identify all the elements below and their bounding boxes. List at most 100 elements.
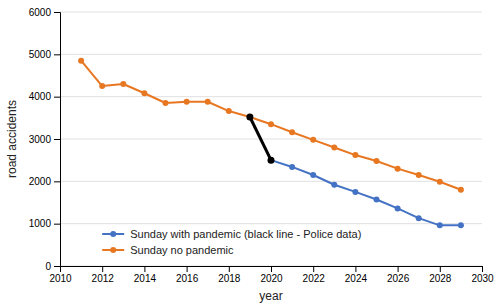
x-tick-label: 2024 <box>345 273 368 284</box>
x-tick-label: 2018 <box>218 273 241 284</box>
x-tick-mark <box>482 266 483 272</box>
point <box>205 99 211 105</box>
point <box>289 129 295 135</box>
line <box>271 160 461 225</box>
point <box>268 157 274 163</box>
y-tick: 3000 <box>29 134 60 145</box>
grid-line <box>60 139 482 140</box>
series <box>78 58 464 193</box>
y-tick: 5000 <box>29 49 60 60</box>
x-tick: 2018 <box>218 266 241 284</box>
x-tick-mark <box>187 266 188 272</box>
grid-line <box>60 54 482 55</box>
legend-marker <box>110 247 116 253</box>
point <box>184 99 190 105</box>
legend-label: Sunday with pandemic (black line - Polic… <box>130 228 361 240</box>
x-tick-label: 2010 <box>49 273 72 284</box>
x-tick: 2028 <box>429 266 452 284</box>
y-tick-mark <box>54 54 60 55</box>
y-tick-label: 0 <box>45 261 51 272</box>
legend-item: Sunday with pandemic (black line - Polic… <box>102 228 361 240</box>
point <box>331 144 337 150</box>
point <box>141 90 147 96</box>
point <box>331 182 337 188</box>
y-tick-label: 2000 <box>29 176 52 187</box>
plot-area <box>78 58 464 229</box>
point <box>458 187 464 193</box>
point <box>437 222 443 228</box>
x-tick-mark <box>440 266 441 272</box>
legend: Sunday with pandemic (black line - Polic… <box>102 228 361 256</box>
y-axis: 0 1000 2000 3000 4000 5000 6000 <box>29 7 61 272</box>
x-tick-mark <box>102 266 103 272</box>
grid-line <box>60 12 482 13</box>
point <box>289 164 295 170</box>
y-tick: 0 <box>45 261 60 272</box>
x-tick: 2010 <box>49 266 72 284</box>
x-tick-label: 2030 <box>471 273 494 284</box>
point <box>247 114 253 120</box>
x-tick-label: 2026 <box>387 273 410 284</box>
point <box>310 172 316 178</box>
x-tick-mark <box>355 266 356 272</box>
x-tick: 2012 <box>92 266 115 284</box>
chart: 2010 2012 2014 2016 2018 2020 2022 2024 2026 2028… <box>0 0 500 308</box>
y-tick-mark <box>54 12 60 13</box>
x-tick-mark <box>313 266 314 272</box>
y-tick-label: 3000 <box>29 134 52 145</box>
line <box>81 61 461 190</box>
x-tick-label: 2020 <box>260 273 283 284</box>
point <box>395 166 401 172</box>
point <box>268 121 274 127</box>
y-tick-mark <box>54 224 60 225</box>
y-tick-label: 1000 <box>29 218 52 229</box>
point <box>374 197 380 203</box>
x-tick: 2026 <box>387 266 410 284</box>
point <box>268 157 275 164</box>
x-tick-mark <box>271 266 272 272</box>
grid <box>60 12 482 266</box>
point <box>246 113 253 120</box>
x-tick: 2030 <box>471 266 494 284</box>
y-axis-title: road accidents <box>5 100 19 178</box>
point <box>163 100 169 106</box>
x-axis-title: year <box>259 289 282 303</box>
x-tick: 2022 <box>303 266 326 284</box>
point <box>352 152 358 158</box>
grid-line <box>60 223 482 224</box>
point <box>458 222 464 228</box>
y-tick-label: 5000 <box>29 49 52 60</box>
x-tick: 2024 <box>345 266 368 284</box>
point <box>416 215 422 221</box>
point <box>374 158 380 164</box>
x-tick: 2016 <box>176 266 199 284</box>
legend-item: Sunday no pandemic <box>102 244 234 256</box>
y-tick-mark <box>54 181 60 182</box>
series <box>246 113 274 163</box>
series <box>268 157 464 228</box>
y-tick-mark <box>54 266 60 267</box>
grid-line <box>60 181 482 182</box>
point <box>226 108 232 114</box>
x-tick: 2014 <box>134 266 157 284</box>
x-tick-label: 2016 <box>176 273 199 284</box>
x-tick-label: 2028 <box>429 273 452 284</box>
x-tick: 2020 <box>260 266 283 284</box>
x-tick-label: 2014 <box>134 273 157 284</box>
point <box>120 81 126 87</box>
y-tick: 6000 <box>29 7 60 18</box>
x-tick-label: 2022 <box>303 273 326 284</box>
x-tick-mark <box>144 266 145 272</box>
point <box>352 189 358 195</box>
x-tick-mark <box>398 266 399 272</box>
y-tick: 4000 <box>29 91 60 102</box>
x-tick-label: 2012 <box>92 273 115 284</box>
point <box>78 58 84 64</box>
y-axis-line <box>54 13 61 267</box>
legend-label: Sunday no pandemic <box>130 244 234 256</box>
point <box>310 137 316 143</box>
point <box>416 172 422 178</box>
grid-line <box>60 96 482 97</box>
line <box>250 117 271 160</box>
point <box>99 83 105 89</box>
